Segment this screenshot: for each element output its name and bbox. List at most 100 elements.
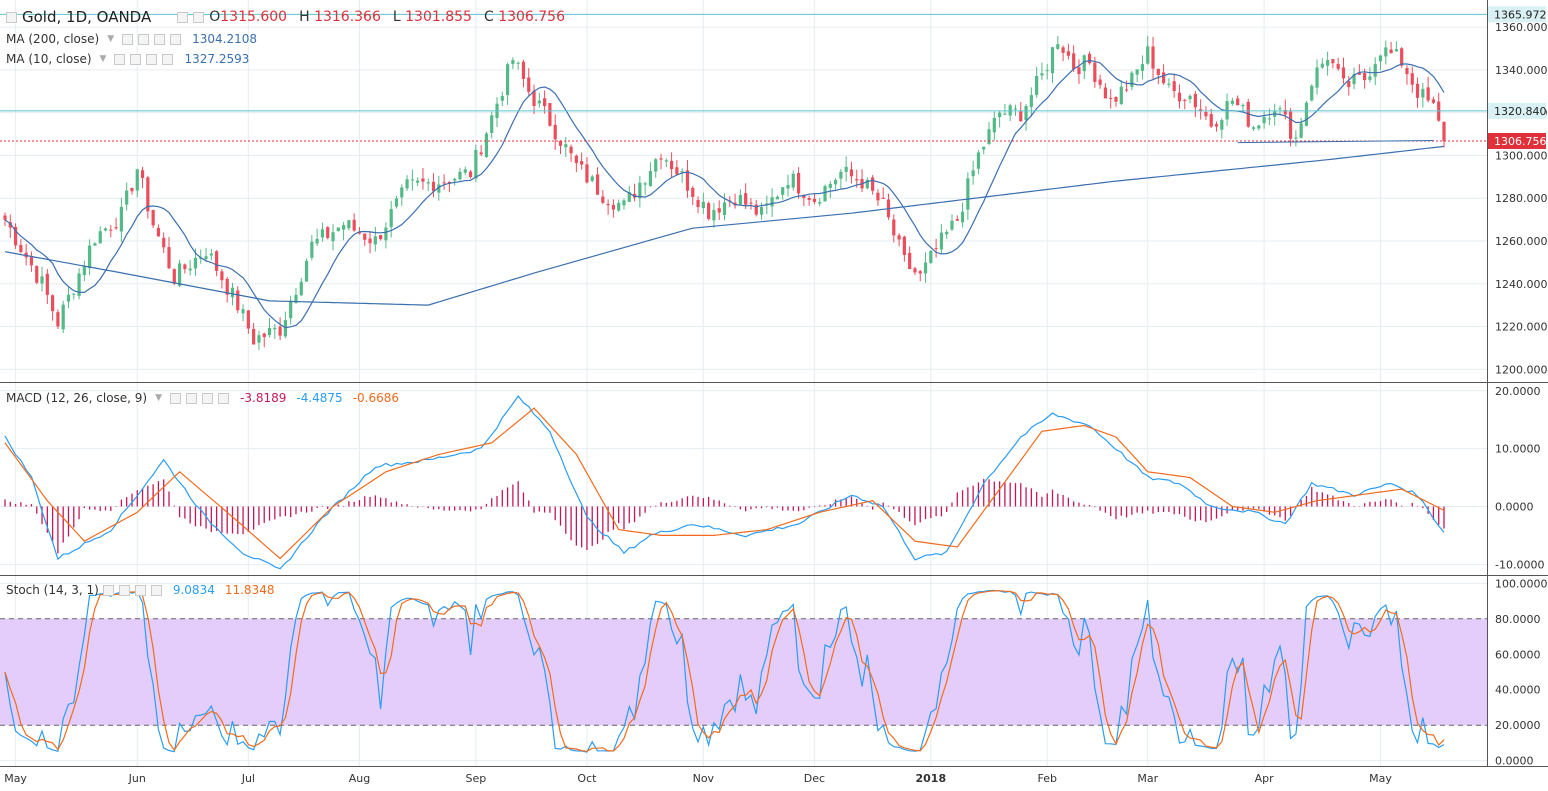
close-icon[interactable] xyxy=(170,33,182,45)
add-icon[interactable] xyxy=(202,392,214,404)
candle-body xyxy=(273,327,277,330)
price-tag-label: 1365.972 xyxy=(1494,8,1547,21)
ohlc-open: O1315.600 xyxy=(209,9,288,25)
candle-body xyxy=(246,310,250,329)
candle-body xyxy=(966,178,970,210)
candle-body xyxy=(1415,83,1420,98)
close-icon[interactable] xyxy=(162,53,174,65)
eye-icon[interactable] xyxy=(102,584,114,596)
candle-body xyxy=(1336,63,1340,69)
candle-body xyxy=(188,268,192,271)
candle-body xyxy=(1156,68,1160,76)
candle-body xyxy=(336,227,340,232)
candle-body xyxy=(1183,99,1187,101)
candle-body xyxy=(453,178,457,181)
candle-body xyxy=(998,112,1002,118)
close-icon[interactable] xyxy=(218,392,230,404)
candle-body xyxy=(548,103,552,126)
y-tick-label: 1200.000 xyxy=(1495,363,1548,376)
macd-value: -4.4875 xyxy=(296,391,343,405)
symbol-title: Gold, 1D, OANDA xyxy=(22,8,152,26)
candle-body xyxy=(828,183,832,188)
candle-body xyxy=(1177,92,1182,102)
candle-body xyxy=(654,159,658,172)
candle-body xyxy=(664,160,668,162)
candle-body xyxy=(1003,113,1007,115)
candle-body xyxy=(505,64,510,96)
candle-body xyxy=(939,232,944,250)
candle-body xyxy=(1040,73,1044,76)
settings-icon[interactable] xyxy=(118,584,130,596)
candle-body xyxy=(1283,110,1287,115)
candle-body xyxy=(384,227,388,241)
stoch-legend: Stoch (14, 3, 1) 9.0834 11.8348 xyxy=(6,583,274,597)
x-tick-label: Oct xyxy=(577,772,597,785)
candle-body xyxy=(341,225,346,230)
add-icon[interactable] xyxy=(154,33,166,45)
eye-icon[interactable] xyxy=(122,33,134,45)
candle-body xyxy=(172,269,176,284)
candle-body xyxy=(1405,68,1409,75)
candle-body xyxy=(1220,120,1224,130)
stoch-k-value: 9.0834 xyxy=(172,583,215,597)
candle-body xyxy=(1326,60,1330,66)
candle-body xyxy=(82,266,86,276)
settings-icon[interactable] xyxy=(130,53,142,65)
candle-body xyxy=(1013,108,1018,110)
candle-body xyxy=(379,234,383,240)
candle-body xyxy=(796,172,801,194)
candle-body xyxy=(416,180,420,183)
chevron-down-icon[interactable]: ▼ xyxy=(155,393,163,403)
candle-body xyxy=(125,190,129,205)
candle-body xyxy=(1294,137,1298,139)
candle-body xyxy=(511,60,515,64)
eye-icon[interactable] xyxy=(177,11,189,23)
settings-icon[interactable] xyxy=(193,11,205,23)
y-tick-label: 1220.000 xyxy=(1495,321,1548,334)
candle-body xyxy=(35,266,39,283)
settings-icon[interactable] xyxy=(186,392,198,404)
candle-body xyxy=(463,169,467,173)
ma200-line xyxy=(4,145,1445,306)
settings-icon[interactable] xyxy=(138,33,150,45)
candle-body xyxy=(225,278,229,295)
candle-body xyxy=(738,194,742,205)
candle-body xyxy=(934,248,938,250)
add-icon[interactable] xyxy=(134,584,146,596)
candle-body xyxy=(945,231,949,235)
add-icon[interactable] xyxy=(146,53,158,65)
chevron-down-icon[interactable]: ▼ xyxy=(107,34,115,44)
x-tick-label: May xyxy=(4,772,27,785)
eye-icon[interactable] xyxy=(114,53,126,65)
candle-body xyxy=(1378,55,1383,62)
candle-body xyxy=(918,271,922,274)
candle-body xyxy=(19,244,23,253)
candle-body xyxy=(1019,111,1023,122)
macd-label: MACD (12, 26, close, 9) xyxy=(6,391,148,405)
candle-body xyxy=(1410,73,1414,85)
candle-body xyxy=(1331,59,1335,64)
candle-body xyxy=(1140,64,1145,71)
stoch-d-line xyxy=(4,590,1445,752)
chevron-down-icon[interactable]: ▼ xyxy=(99,54,107,64)
candle-body xyxy=(1310,85,1314,101)
x-tick-label: Apr xyxy=(1255,772,1275,785)
collapse-icon[interactable] xyxy=(6,11,17,23)
candle-body xyxy=(3,215,7,220)
candle-body xyxy=(431,181,436,192)
candle-body xyxy=(421,178,425,182)
candle-body xyxy=(1241,104,1245,107)
candle-body xyxy=(638,182,642,199)
eye-icon[interactable] xyxy=(170,392,182,404)
candle-body xyxy=(987,129,991,145)
close-icon[interactable] xyxy=(150,584,162,596)
candle-body xyxy=(1045,70,1049,72)
x-tick-label: Dec xyxy=(804,772,825,785)
candle-body xyxy=(648,171,653,186)
candle-body xyxy=(1035,75,1039,95)
candle-body xyxy=(765,203,769,205)
candle-body xyxy=(1050,47,1055,74)
candle-body xyxy=(611,204,616,210)
candle-body xyxy=(1421,88,1425,98)
